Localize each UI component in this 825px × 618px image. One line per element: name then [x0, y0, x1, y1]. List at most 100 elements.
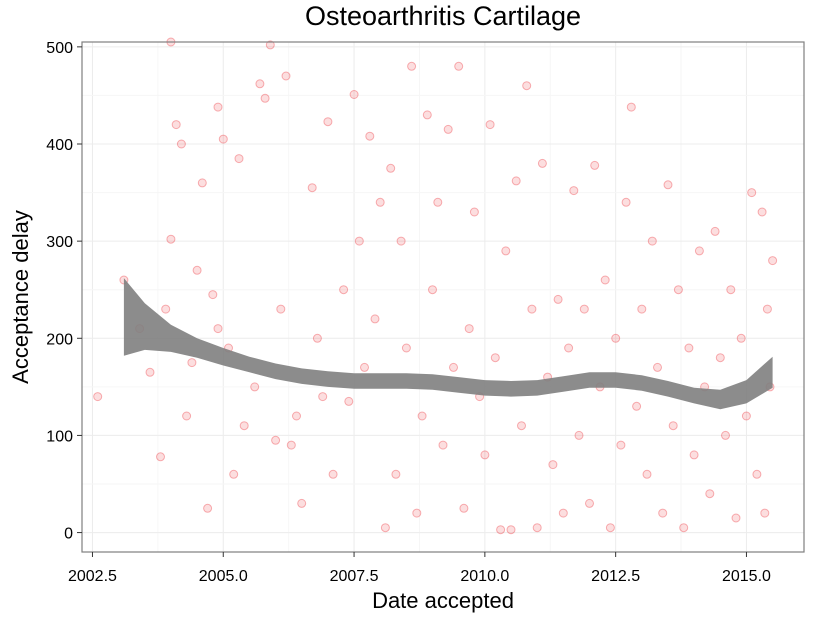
data-point	[760, 508, 770, 518]
y-tick-label: 300	[46, 234, 73, 251]
data-point	[731, 513, 741, 523]
data-point	[454, 61, 464, 71]
x-axis: 2002.5 2005.0 2007.5 2010.0 2012.5 2015.0	[68, 552, 771, 585]
data-point	[490, 353, 500, 363]
data-point	[417, 411, 427, 421]
x-tick-label: 2010.0	[460, 568, 509, 585]
data-point	[255, 79, 265, 89]
data-point	[380, 523, 390, 533]
data-point	[705, 489, 715, 499]
data-point	[590, 160, 600, 170]
data-point	[564, 343, 574, 353]
y-axis: 0 100 200 300 400 500	[46, 40, 82, 543]
x-tick-label: 2015.0	[722, 568, 771, 585]
data-point	[517, 421, 526, 431]
data-point	[747, 188, 757, 198]
x-axis-title: Date accepted	[372, 588, 514, 613]
data-point	[360, 362, 369, 372]
data-point	[726, 285, 736, 295]
data-point	[218, 134, 228, 144]
data-point	[443, 124, 453, 134]
data-point	[260, 93, 270, 103]
data-point	[710, 226, 720, 236]
data-point	[93, 392, 103, 402]
data-point	[449, 362, 458, 372]
data-point	[574, 430, 584, 440]
data-point	[197, 178, 207, 188]
data-point	[375, 197, 385, 207]
data-point	[527, 304, 537, 314]
data-point	[658, 508, 668, 518]
data-point	[616, 440, 626, 450]
data-point	[354, 236, 364, 246]
data-point	[187, 358, 197, 368]
data-point	[757, 207, 767, 217]
data-point	[768, 256, 778, 266]
data-point	[548, 460, 558, 470]
data-point	[522, 81, 532, 91]
x-tick-label: 2005.0	[199, 568, 248, 585]
x-tick-label: 2002.5	[68, 568, 117, 585]
data-point	[391, 469, 401, 479]
data-point	[265, 40, 275, 50]
y-axis-title: Acceptance delay	[8, 210, 33, 384]
data-point	[370, 314, 380, 324]
data-point	[328, 469, 338, 479]
data-point	[307, 183, 317, 193]
grid-lines	[82, 42, 804, 552]
data-point	[229, 469, 239, 479]
chart-title: Osteoarthritis Cartilage	[305, 1, 581, 31]
data-point	[176, 139, 186, 149]
data-point	[156, 452, 165, 462]
data-point	[318, 392, 328, 402]
data-point	[485, 120, 495, 130]
data-point	[213, 324, 223, 334]
data-point	[365, 131, 375, 141]
data-point	[292, 411, 301, 421]
data-point	[281, 71, 291, 81]
data-point	[626, 102, 636, 112]
data-point	[312, 333, 322, 343]
data-point	[203, 503, 213, 513]
data-point	[721, 430, 730, 440]
data-point	[213, 102, 223, 112]
data-point	[208, 290, 218, 300]
data-point	[469, 207, 479, 217]
data-point	[679, 523, 689, 533]
data-point	[339, 285, 349, 295]
data-point	[422, 110, 432, 120]
data-point	[145, 367, 155, 377]
data-point	[286, 440, 296, 450]
y-tick-label: 500	[46, 40, 73, 57]
y-tick-label: 0	[64, 526, 73, 543]
data-point	[182, 411, 192, 421]
data-point	[553, 294, 563, 304]
data-point	[752, 469, 762, 479]
data-point	[611, 333, 621, 343]
data-point	[762, 304, 772, 314]
data-point	[569, 186, 579, 196]
data-point	[694, 246, 704, 256]
data-point	[396, 236, 406, 246]
data-point	[344, 396, 354, 406]
y-tick-label: 200	[46, 331, 73, 348]
data-point	[428, 285, 437, 295]
data-point	[407, 61, 417, 71]
data-point	[579, 304, 589, 314]
data-point	[239, 421, 249, 431]
data-point	[736, 333, 746, 343]
confidence-band	[123, 278, 773, 410]
smooth-band	[123, 278, 773, 410]
data-point	[464, 324, 474, 334]
data-point	[585, 498, 594, 508]
data-point	[496, 525, 506, 535]
data-point	[653, 362, 662, 372]
x-tick-label: 2007.5	[330, 568, 379, 585]
data-point	[642, 469, 652, 479]
data-point	[663, 180, 673, 190]
data-point	[621, 197, 631, 207]
data-point	[637, 304, 647, 314]
data-point	[715, 353, 725, 363]
data-point	[632, 401, 642, 411]
